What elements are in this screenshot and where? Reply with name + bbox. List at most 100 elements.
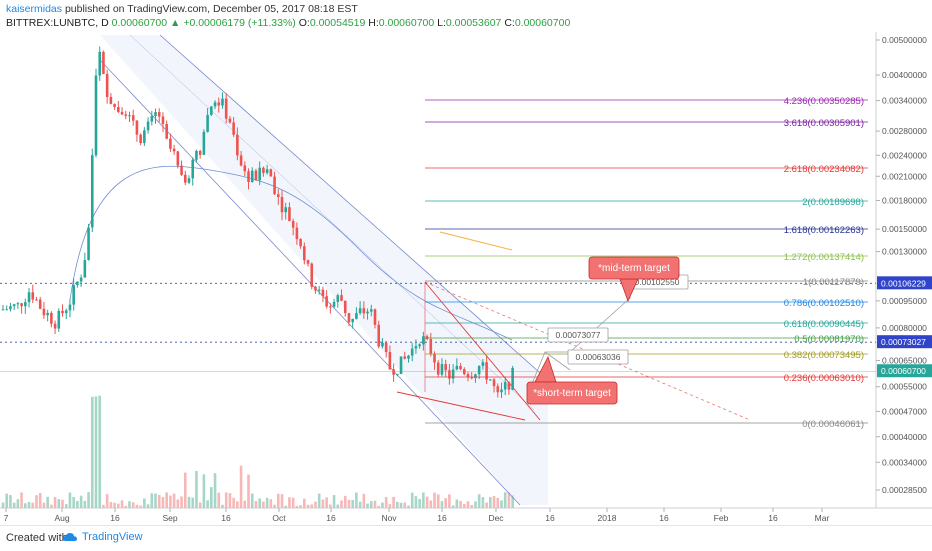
- price-axis-label: 0.00034000: [882, 457, 927, 467]
- volume-bar: [243, 500, 247, 508]
- time-axis-label: Nov: [381, 513, 397, 523]
- volume-bar: [83, 500, 87, 508]
- candle-body: [157, 112, 161, 117]
- candle-body: [228, 118, 232, 123]
- callout-box[interactable]: [567, 349, 629, 365]
- fib-level-label[interactable]: 4.236(0.00350285): [784, 96, 864, 107]
- candle-body: [109, 96, 113, 104]
- candle-body: [444, 364, 447, 371]
- tradingview-logo[interactable]: TradingView: [62, 531, 143, 543]
- candle-body: [269, 169, 273, 177]
- fib-level-label[interactable]: 0.382(0.00073495): [784, 350, 864, 361]
- volume-bar: [154, 493, 157, 508]
- candle-body: [381, 342, 384, 347]
- candle-body: [150, 115, 154, 122]
- volume-bar: [418, 498, 421, 508]
- time-axis[interactable]: 7 Aug 16 Sep 16 Oct 16 Nov 16 Dec 16 2018 16 Feb 16 Mar: [4, 508, 830, 523]
- fib-level-label[interactable]: 0.618(0.00090445): [784, 319, 864, 330]
- callout-box[interactable]: [547, 327, 609, 343]
- fib-level-label[interactable]: 3.618(0.00305901): [784, 118, 864, 129]
- candle-body: [496, 386, 500, 393]
- author-link[interactable]: kaisermidas: [6, 3, 63, 15]
- fibonacci-extension[interactable]: 4.236(0.00350285) 3.618(0.00305901) 2.618(…: [425, 96, 868, 430]
- volume-bar: [422, 492, 425, 508]
- fib-level-label[interactable]: 0.5(0.00081970): [794, 334, 864, 345]
- time-axis-label: Dec: [488, 513, 504, 523]
- volume-bar: [485, 502, 488, 508]
- time-axis-label: 7: [4, 513, 9, 523]
- volume-bar: [414, 496, 418, 508]
- candle-body: [410, 348, 414, 356]
- symbol-label[interactable]: BITTREX:LUNBTC, D: [6, 17, 109, 29]
- target-box[interactable]: [588, 256, 680, 280]
- volume-bar: [57, 499, 61, 508]
- candle-body: [306, 260, 310, 264]
- candle-body: [336, 295, 340, 302]
- candle-body: [206, 114, 209, 132]
- volume-bar: [120, 500, 124, 508]
- fib-level-label[interactable]: 0.786(0.00102510): [784, 298, 864, 309]
- candle-body: [224, 98, 228, 119]
- high-value: 0.00060700: [378, 17, 435, 29]
- price-axis[interactable]: 0.00500000 0.00400000 0.00340000 0.00280000…: [876, 35, 932, 495]
- volume-bar: [399, 502, 403, 508]
- volume-bar: [202, 474, 206, 508]
- volume-bar: [102, 504, 105, 508]
- volume-bar: [131, 502, 135, 508]
- fib-level-label[interactable]: 2(0.00189698): [802, 197, 864, 208]
- fib-level-label[interactable]: 0(0.00046061): [802, 419, 864, 430]
- plot-area: [0, 32, 876, 508]
- fib-level-label[interactable]: 0.236(0.00063010): [784, 373, 864, 384]
- chart-background: [0, 32, 932, 509]
- fib-level-label[interactable]: 1.618(0.00162263): [784, 225, 864, 236]
- low-value: 0.00053607: [445, 17, 502, 29]
- candle-body: [195, 150, 198, 160]
- candle-body: [120, 111, 124, 115]
- candle-body: [403, 356, 407, 359]
- volume-bar: [113, 502, 116, 508]
- volume-bar: [295, 505, 299, 508]
- channel-upper-line: [159, 34, 549, 381]
- fib-level-label[interactable]: 2.618(0.00234082): [784, 164, 864, 175]
- volume-bar: [392, 496, 395, 508]
- candle-body: [143, 130, 146, 144]
- volume-bar: [94, 396, 98, 508]
- volume-bar: [224, 492, 228, 508]
- candle-body: [440, 364, 444, 375]
- volume-bar: [388, 504, 392, 508]
- candle-body: [258, 167, 261, 181]
- candle-body: [489, 379, 492, 381]
- candle-body: [321, 289, 325, 297]
- volume-bar: [503, 492, 507, 508]
- candle-body: [217, 102, 221, 106]
- volume-bar: [288, 497, 291, 508]
- volume-bar: [291, 497, 295, 508]
- candle-body: [362, 308, 366, 314]
- price-axis-label: 0.00028500: [882, 485, 927, 495]
- volume-bar: [474, 501, 477, 508]
- volume-bar: [247, 474, 250, 508]
- candle-body: [16, 303, 20, 305]
- candle-body: [76, 281, 79, 286]
- volume-bar: [20, 492, 23, 508]
- price-axis-label: 0.00095000: [882, 296, 927, 306]
- candle-body: [436, 362, 440, 375]
- candle-body: [303, 246, 306, 261]
- candle-body: [50, 312, 53, 324]
- candle-body: [511, 367, 514, 390]
- volume-bar: [195, 470, 198, 508]
- volume-bar: [42, 502, 46, 508]
- candle-body: [451, 369, 455, 379]
- candle-body: [57, 310, 61, 329]
- fib-level-label[interactable]: 1.272(0.00137414): [784, 252, 864, 263]
- time-axis-label: 16: [659, 513, 669, 523]
- chart-canvas[interactable]: 4.236(0.00350285) 3.618(0.00305901) 2.618(…: [0, 0, 932, 525]
- volume-bar: [53, 496, 57, 508]
- annotations[interactable]: 0.00102550 0.00073077 0.00063036 *mid-term …: [526, 256, 689, 405]
- fib-level-label[interactable]: 1(0.00117879): [803, 277, 864, 288]
- candle-body: [243, 165, 247, 172]
- volume-bar: [489, 497, 492, 508]
- candle-body: [180, 165, 183, 175]
- volume-bar: [236, 501, 239, 508]
- target-box[interactable]: [526, 381, 618, 405]
